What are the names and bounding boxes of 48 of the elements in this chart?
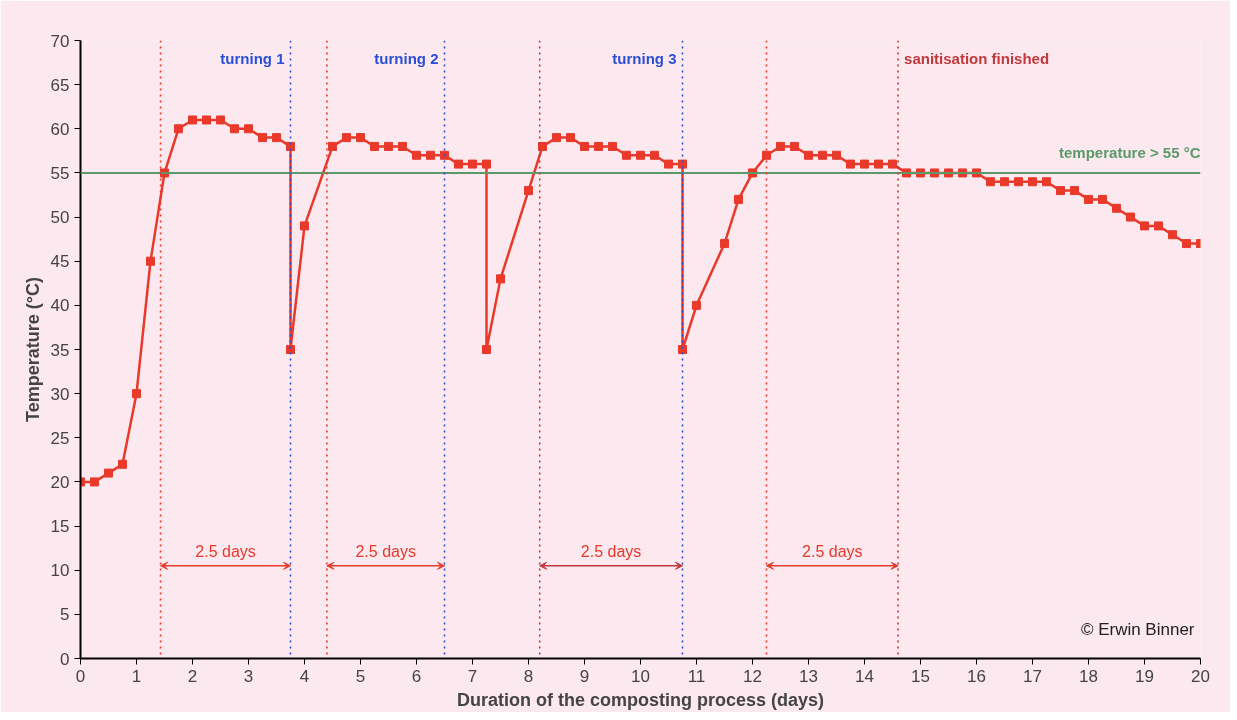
x-tick-label: 20 xyxy=(1191,666,1210,686)
annotation: © Erwin Binner xyxy=(1080,619,1195,639)
x-tick-label: 3 xyxy=(243,666,254,686)
x-tick-label: 7 xyxy=(467,666,478,686)
y-tick-label: 40 xyxy=(50,296,70,316)
x-tick-label: 6 xyxy=(411,666,422,686)
y-axis-title: Temperature (°C) xyxy=(22,277,43,422)
x-tick-label: 8 xyxy=(523,666,534,686)
x-tick-label: 1 xyxy=(131,666,142,686)
y-tick-label: 45 xyxy=(50,252,70,272)
ref-line-label: turning 1 xyxy=(220,49,285,67)
y-tick-label: 55 xyxy=(50,163,70,183)
x-tick-label: 4 xyxy=(299,666,310,686)
annotation: 2.5 days xyxy=(355,542,416,560)
y-tick-label: 70 xyxy=(50,31,70,51)
y-tick-label: 50 xyxy=(50,208,70,228)
x-axis-title: Duration of the composting process (days) xyxy=(456,689,825,710)
y-tick-label: 65 xyxy=(50,75,70,95)
annotation: 2.5 days xyxy=(195,542,256,560)
ref-line-label: turning 2 xyxy=(374,49,439,67)
y-tick-label: 15 xyxy=(50,517,70,537)
y-tick-label: 0 xyxy=(60,649,70,669)
x-tick-label: 0 xyxy=(75,666,86,686)
annotation: 2.5 days xyxy=(802,542,863,560)
ref-line-label: turning 3 xyxy=(612,49,677,67)
x-tick-label: 16 xyxy=(967,666,986,686)
x-tick-label: 13 xyxy=(799,666,818,686)
x-tick-label: 12 xyxy=(743,666,762,686)
ref-line-label: temperature > 55 °C xyxy=(1059,143,1201,161)
x-tick-label: 9 xyxy=(579,666,590,686)
x-tick-label: 17 xyxy=(1023,666,1042,686)
y-tick-label: 10 xyxy=(50,561,70,581)
y-tick-label: 60 xyxy=(50,119,70,139)
y-tick-label: 35 xyxy=(50,340,70,360)
x-tick-label: 11 xyxy=(687,666,706,686)
x-tick-label: 19 xyxy=(1135,666,1154,686)
ref-line-label: sanitisation finished xyxy=(904,49,1050,67)
y-tick-label: 20 xyxy=(50,472,70,492)
annotation: 2.5 days xyxy=(580,542,642,560)
x-tick-label: 14 xyxy=(855,666,874,686)
x-tick-label: 10 xyxy=(631,666,650,686)
x-tick-label: 5 xyxy=(355,666,366,686)
x-tick-label: 18 xyxy=(1079,666,1098,686)
y-tick-label: 25 xyxy=(50,428,70,448)
x-tick-label: 15 xyxy=(911,666,930,686)
x-tick-label: 2 xyxy=(187,666,198,686)
y-tick-label: 5 xyxy=(60,605,70,625)
y-tick-label: 30 xyxy=(50,384,70,404)
